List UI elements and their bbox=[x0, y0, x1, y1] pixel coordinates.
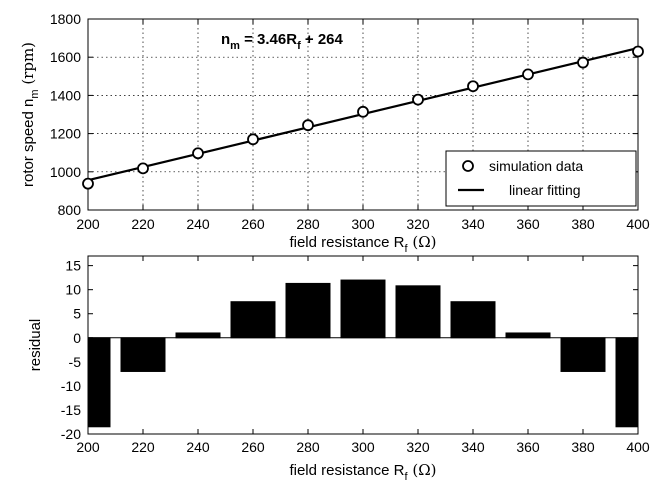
legend-label-simulation: simulation data bbox=[489, 158, 583, 174]
y-tick-label: 1000 bbox=[50, 164, 81, 180]
top-x-axis-label: field resistance Rf (Ω) bbox=[289, 233, 436, 255]
y-tick-label: 15 bbox=[65, 258, 81, 274]
simulation-data-point bbox=[522, 68, 534, 81]
residual-bar bbox=[505, 332, 551, 339]
x-tick-label: 300 bbox=[351, 216, 375, 232]
residual-bar bbox=[450, 301, 496, 339]
equation-tail: + 264 bbox=[301, 31, 344, 48]
residual-bar bbox=[87, 337, 111, 428]
y-tick-label: 800 bbox=[58, 202, 82, 218]
y-tick-label: -20 bbox=[61, 426, 81, 442]
x-tick-label: 320 bbox=[406, 439, 430, 455]
bottom-x-axis-label-unit: (Ω) bbox=[408, 461, 437, 479]
y-tick-label: 5 bbox=[73, 306, 81, 322]
equation-sub-m: m bbox=[230, 40, 240, 52]
x-tick-label: 280 bbox=[296, 439, 320, 455]
residual-bar bbox=[395, 285, 441, 339]
simulation-data-point bbox=[192, 147, 204, 160]
fit-equation: nm = 3.46Rf + 264 bbox=[221, 31, 344, 52]
equation-body: = 3.46R bbox=[240, 31, 297, 48]
top-x-axis-label-sub: f bbox=[405, 243, 409, 255]
residual-bar bbox=[285, 282, 331, 339]
simulation-data-point bbox=[412, 93, 424, 106]
x-tick-label: 360 bbox=[516, 216, 540, 232]
y-tick-label: 10 bbox=[65, 282, 81, 298]
x-tick-label: 400 bbox=[626, 439, 650, 455]
y-tick-label: -5 bbox=[69, 354, 82, 370]
equation-sub-f: f bbox=[297, 40, 301, 52]
y-tick-label: 1200 bbox=[50, 126, 81, 142]
residual-bar bbox=[175, 332, 221, 339]
x-tick-label: 260 bbox=[241, 439, 265, 455]
x-tick-label: 360 bbox=[516, 439, 540, 455]
y-tick-label: 0 bbox=[73, 330, 81, 346]
simulation-data-point bbox=[632, 45, 644, 58]
top-y-axis-label-main: rotor speed n bbox=[20, 99, 37, 187]
top-y-axis-label-unit: (rpm) bbox=[19, 42, 37, 89]
legend-marker-simulation bbox=[462, 160, 474, 172]
simulation-data-point bbox=[247, 133, 259, 146]
x-tick-label: 340 bbox=[461, 439, 485, 455]
y-tick-label: 1400 bbox=[50, 87, 81, 103]
x-tick-label: 220 bbox=[131, 216, 155, 232]
bottom-x-axis-label-sub: f bbox=[405, 471, 409, 483]
bottom-x-axis-label: field resistance Rf (Ω) bbox=[289, 461, 436, 483]
top-x-axis-label-unit: (Ω) bbox=[408, 233, 437, 251]
residual-chart: 200 220 240 260 280 300 320 340 360 380 400 -20 -15 -… bbox=[27, 255, 650, 483]
y-tick-label: 1600 bbox=[50, 49, 81, 65]
x-tick-label: 380 bbox=[571, 439, 595, 455]
legend-box bbox=[445, 150, 637, 207]
simulation-data-point bbox=[467, 80, 479, 93]
rotor-speed-chart: 200 220 240 260 280 300 320 340 360 380 400 800 1000… bbox=[19, 11, 650, 255]
x-tick-label: 340 bbox=[461, 216, 485, 232]
top-y-axis-label: rotor speed nm (rpm) bbox=[19, 42, 41, 187]
y-tick-label: -15 bbox=[61, 402, 81, 418]
x-tick-label: 200 bbox=[76, 439, 100, 455]
x-tick-label: 220 bbox=[131, 439, 155, 455]
residual-bar bbox=[340, 279, 386, 339]
x-tick-label: 300 bbox=[351, 439, 375, 455]
residual-bar bbox=[120, 337, 166, 372]
simulation-data-point bbox=[577, 56, 589, 69]
x-tick-label: 240 bbox=[186, 216, 210, 232]
top-x-axis-label-main: field resistance R bbox=[289, 234, 404, 251]
simulation-data-point bbox=[357, 105, 369, 118]
simulation-data-point bbox=[137, 162, 149, 175]
y-tick-label: -10 bbox=[61, 378, 81, 394]
residual-bar bbox=[230, 301, 276, 339]
top-y-axis-label-sub: m bbox=[29, 89, 41, 98]
x-tick-label: 280 bbox=[296, 216, 320, 232]
x-tick-label: 380 bbox=[571, 216, 595, 232]
x-tick-label: 400 bbox=[626, 216, 650, 232]
x-tick-label: 200 bbox=[76, 216, 100, 232]
simulation-data-point bbox=[302, 119, 314, 132]
bottom-y-axis-label: residual bbox=[27, 319, 44, 372]
y-tick-label: 1800 bbox=[50, 11, 81, 27]
equation-n: n bbox=[221, 31, 230, 48]
residual-bar bbox=[560, 337, 606, 372]
simulation-data-point bbox=[82, 177, 94, 190]
x-tick-label: 240 bbox=[186, 439, 210, 455]
x-tick-label: 320 bbox=[406, 216, 430, 232]
legend-label-fitting: linear fitting bbox=[509, 182, 581, 198]
bottom-x-axis-label-main: field resistance R bbox=[289, 462, 404, 479]
x-tick-label: 260 bbox=[241, 216, 265, 232]
residual-bar bbox=[615, 337, 639, 428]
